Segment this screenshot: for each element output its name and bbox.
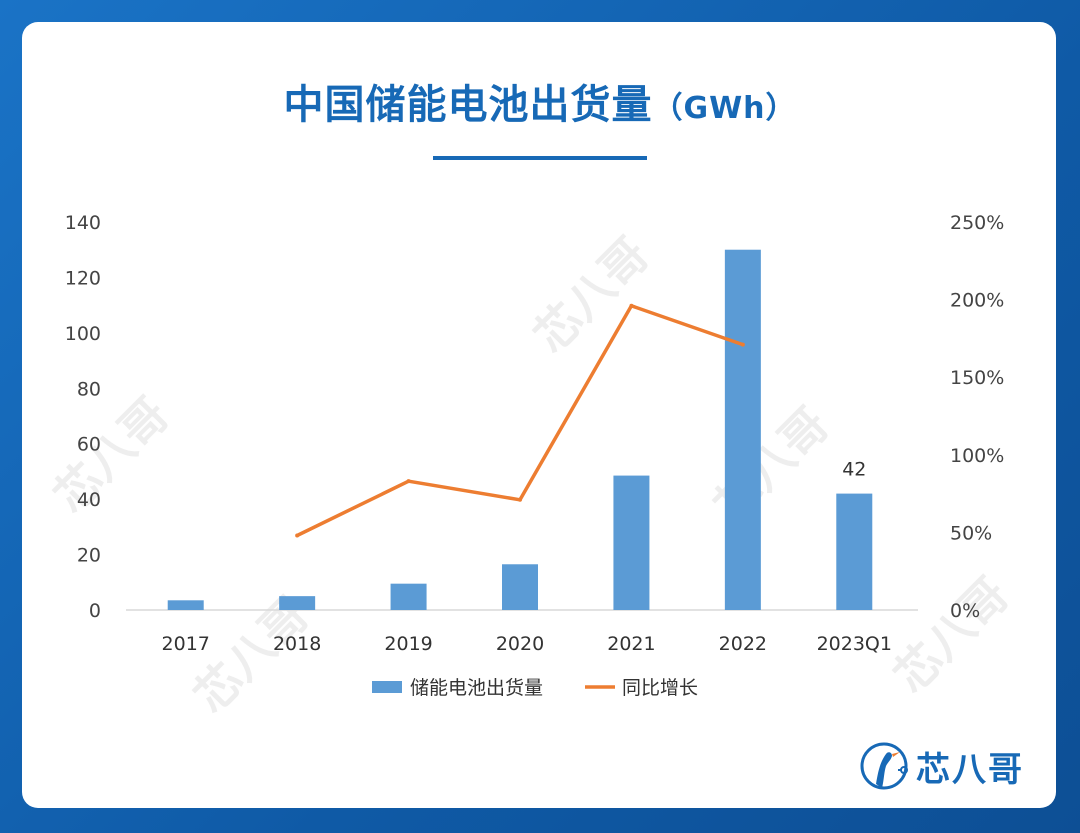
chart-title-text: 中国储能电池出货量	[283, 82, 653, 128]
growth-point-2020	[518, 497, 522, 502]
bar-2022	[724, 249, 761, 610]
y-left-tick-label: 60	[77, 434, 101, 456]
bar-2018	[279, 596, 316, 610]
chart-title-unit: （GWh）	[652, 91, 797, 126]
bar-2023Q1	[836, 493, 873, 610]
bird-logo-icon	[860, 742, 908, 790]
x-tick-label: 2017	[162, 633, 210, 655]
y-left-tick-label: 140	[65, 212, 101, 234]
chart-card	[22, 22, 1056, 808]
x-tick-label: 2022	[719, 633, 767, 655]
brand-logo: 芯八哥	[858, 736, 1024, 796]
y-left-tick-label: 20	[77, 545, 101, 567]
legend-bar-label: 储能电池出货量	[410, 677, 543, 699]
y-right-tick-label: 0%	[950, 600, 980, 622]
legend-bar-swatch	[372, 681, 402, 693]
chart-title: 中国储能电池出货量（GWh）	[0, 72, 1080, 130]
y-left-tick-label: 120	[65, 267, 101, 289]
y-left-tick-label: 80	[77, 378, 101, 400]
data-label-2023Q1: 42	[842, 459, 866, 481]
x-tick-label: 2023Q1	[817, 633, 892, 655]
growth-point-2018	[295, 533, 300, 538]
y-right-tick-label: 200%	[950, 290, 1004, 312]
y-left-tick-label: 100	[65, 323, 101, 345]
legend-line-label: 同比增长	[622, 677, 698, 699]
y-right-tick-label: 100%	[950, 445, 1004, 467]
x-tick-label: 2018	[273, 633, 321, 655]
y-right-tick-label: 50%	[950, 522, 992, 544]
growth-point-2021	[629, 303, 634, 308]
bar-2017	[167, 600, 204, 610]
growth-point-2022	[740, 342, 745, 347]
bar-2021	[613, 475, 650, 610]
y-left-tick-label: 40	[77, 489, 101, 511]
growth-point-2019	[406, 479, 411, 484]
bar-2019	[390, 583, 427, 610]
y-right-tick-label: 150%	[950, 367, 1004, 389]
y-left-tick-label: 0	[89, 600, 101, 622]
title-underline	[433, 156, 647, 160]
bar-2020	[502, 564, 538, 610]
x-tick-label: 2021	[607, 633, 655, 655]
y-right-tick-label: 250%	[950, 212, 1004, 234]
brand-name: 芯八哥	[916, 749, 1024, 790]
x-tick-label: 2020	[496, 633, 544, 655]
x-tick-label: 2019	[384, 633, 432, 655]
